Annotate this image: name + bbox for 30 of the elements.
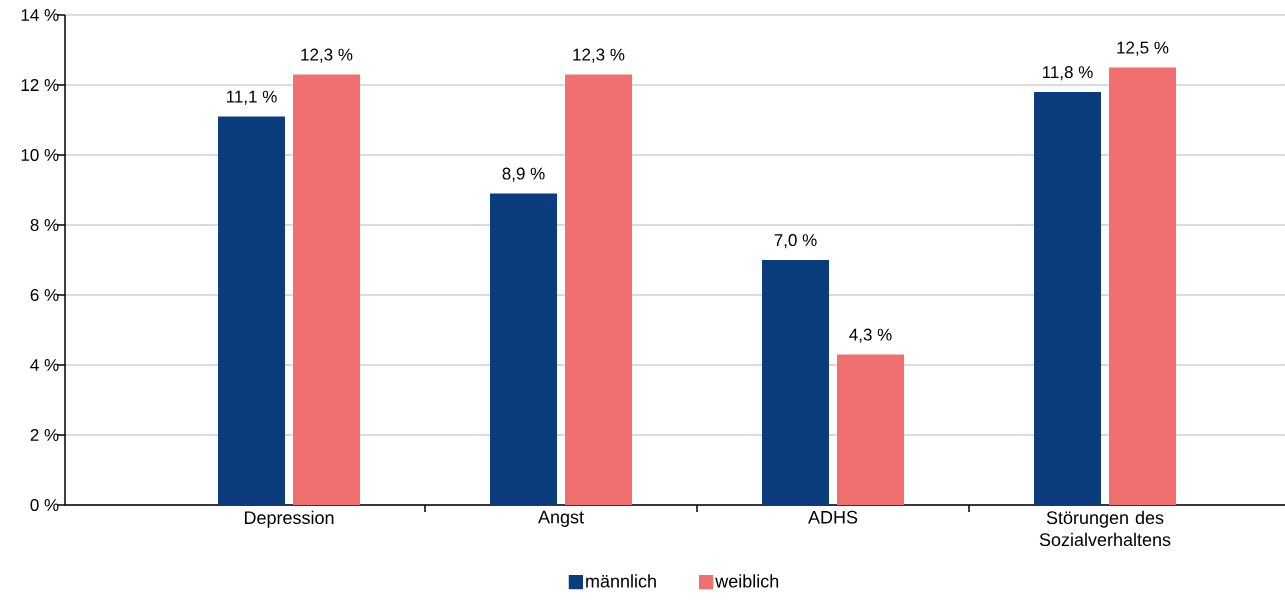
bar	[293, 74, 361, 505]
y-tick-label: 10 %	[21, 148, 59, 162]
bar	[490, 193, 558, 505]
y-tick-label: 0 %	[30, 498, 59, 512]
data-label: 8,9 %	[502, 167, 545, 182]
y-tick-label: 14 %	[21, 9, 59, 21]
x-tick-label: ADHS	[808, 510, 858, 524]
data-label: 11,8 %	[1042, 66, 1093, 81]
y-tick-label: 4 %	[30, 359, 59, 371]
x-tick-label: Depression	[244, 510, 334, 528]
data-label: 7,0 %	[774, 234, 817, 249]
legend-label: männlich	[586, 574, 656, 588]
data-label: 4,3 %	[849, 328, 892, 343]
bar	[565, 74, 633, 505]
data-label: 12,3 %	[301, 48, 353, 63]
bar	[837, 354, 905, 505]
bar	[1109, 67, 1177, 505]
data-label: 12,5 %	[1117, 41, 1169, 56]
y-tick-label: 6 %	[30, 288, 59, 302]
x-tick-label: Störungen des Sozialverhaltens	[1039, 510, 1171, 547]
data-label: 11,1 %	[226, 90, 277, 105]
bar	[1034, 91, 1102, 505]
legend-label: weiblich	[715, 574, 779, 588]
y-tick-label: 2 %	[30, 429, 59, 441]
y-tick-label: 8 %	[30, 218, 59, 232]
x-tick-label: Angst	[538, 510, 584, 527]
bar	[762, 259, 830, 505]
data-label: 12,3 %	[573, 48, 625, 63]
y-tick-label: 12 %	[21, 79, 59, 91]
bar	[218, 116, 286, 505]
